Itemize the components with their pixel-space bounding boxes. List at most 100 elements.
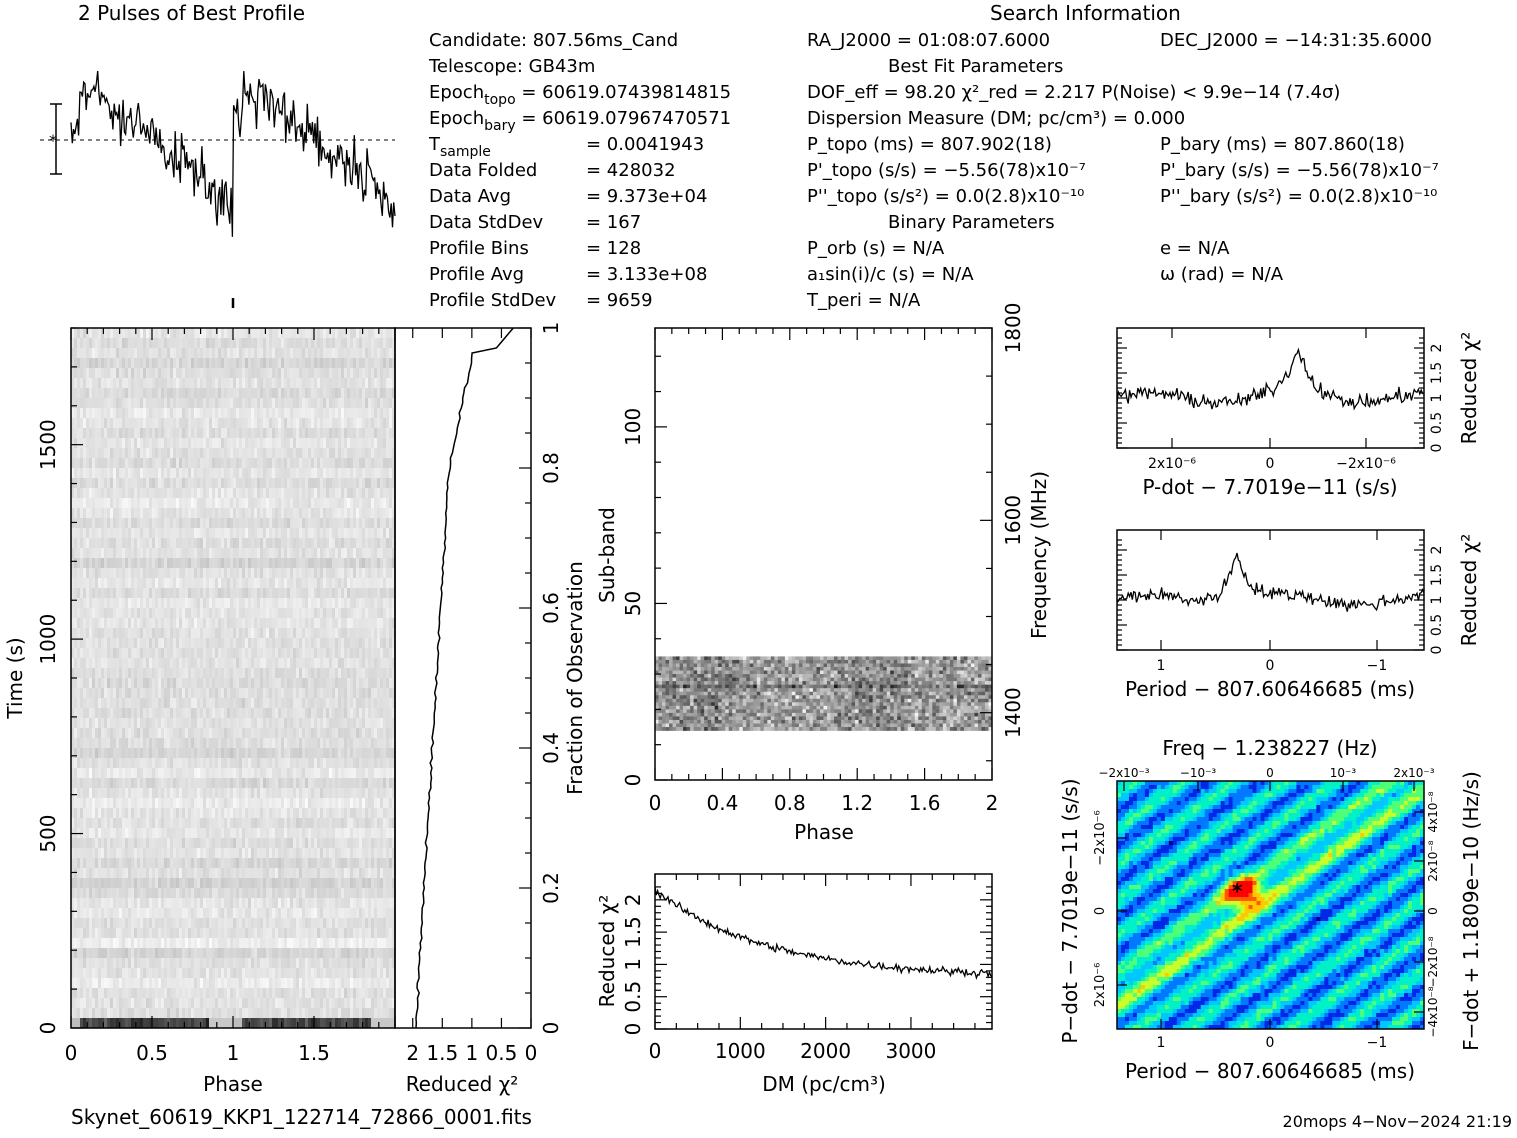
time-phase-cell [311, 778, 314, 788]
time-phase-cell [152, 768, 155, 778]
time-phase-cell [368, 708, 371, 718]
time-phase-cell [269, 468, 272, 478]
time-phase-cell [98, 538, 101, 548]
time-phase-cell [248, 548, 251, 558]
time-phase-cell [203, 358, 206, 368]
time-phase-cell [101, 378, 104, 388]
time-phase-cell [236, 598, 239, 608]
time-phase-cell [194, 568, 197, 578]
time-phase-cell [278, 468, 281, 478]
time-phase-cell [335, 738, 338, 748]
time-phase-cell [194, 418, 197, 428]
time-phase-cell [89, 548, 92, 558]
time-phase-cell [83, 458, 86, 468]
time-phase-cell [176, 408, 179, 418]
time-phase-cell [74, 468, 77, 478]
time-phase-cell [260, 508, 263, 518]
time-phase-cell [173, 548, 176, 558]
time-phase-cell [233, 418, 236, 428]
time-phase-cell [101, 738, 104, 748]
time-phase-cell [170, 388, 173, 398]
time-phase-cell [326, 598, 329, 608]
time-phase-cell [134, 768, 137, 778]
time-phase-cell [140, 408, 143, 418]
time-phase-cell [152, 728, 155, 738]
time-phase-cell [83, 678, 86, 688]
time-phase-cell [368, 558, 371, 568]
time-phase-cell [299, 538, 302, 548]
time-phase-cell [170, 678, 173, 688]
time-phase-cell [209, 718, 212, 728]
time-phase-cell [125, 698, 128, 708]
time-phase-cell [173, 748, 176, 758]
time-phase-cell [323, 338, 326, 348]
time-phase-cell [137, 648, 140, 658]
time-phase-cell [380, 498, 383, 508]
time-phase-cell [212, 718, 215, 728]
time-phase-cell [266, 748, 269, 758]
time-phase-cell [194, 608, 197, 618]
time-phase-cell [230, 578, 233, 588]
time-phase-cell [278, 548, 281, 558]
time-phase-cell [80, 558, 83, 568]
time-phase-cell [98, 708, 101, 718]
time-phase-cell [155, 408, 158, 418]
time-phase-cell [95, 578, 98, 588]
time-phase-cell [344, 368, 347, 378]
time-phase-cell [194, 778, 197, 788]
time-phase-cell [233, 748, 236, 758]
time-phase-cell [332, 658, 335, 668]
time-phase-cell [131, 448, 134, 458]
time-phase-cell [143, 748, 146, 758]
time-phase-cell [386, 618, 389, 628]
time-phase-cell [227, 768, 230, 778]
time-phase-cell [335, 648, 338, 658]
time-phase-cell [182, 458, 185, 468]
time-phase-cell [110, 488, 113, 498]
time-phase-cell [278, 368, 281, 378]
time-phase-cell [158, 598, 161, 608]
time-phase-cell [263, 598, 266, 608]
time-phase-cell [137, 688, 140, 698]
info-pd-bary: P'_bary (s/s) = −5.56(78)x10⁻⁷ [1160, 160, 1439, 181]
time-phase-cell [128, 508, 131, 518]
time-phase-cell [98, 568, 101, 578]
time-phase-cell [113, 428, 116, 438]
time-phase-cell [281, 758, 284, 768]
time-phase-cell [338, 438, 341, 448]
time-phase-cell [206, 628, 209, 638]
time-phase-cell [323, 528, 326, 538]
time-phase-cell [338, 358, 341, 368]
time-phase-cell [380, 398, 383, 408]
time-phase-cell [338, 498, 341, 508]
time-phase-cell [215, 388, 218, 398]
time-phase-cell [188, 768, 191, 778]
time-phase-cell [77, 418, 80, 428]
time-phase-cell [302, 518, 305, 528]
time-phase-cell [341, 368, 344, 378]
time-phase-cell [170, 728, 173, 738]
time-phase-cell [134, 508, 137, 518]
time-phase-cell [188, 368, 191, 378]
time-phase-cell [185, 628, 188, 638]
time-phase-cell [299, 748, 302, 758]
time-phase-cell [359, 378, 362, 388]
time-phase-cell [248, 668, 251, 678]
info-telescope: Telescope: GB43m [428, 56, 595, 77]
time-phase-cell [296, 388, 299, 398]
time-phase-cell [227, 598, 230, 608]
time-phase-cell [215, 488, 218, 498]
time-phase-cell [281, 468, 284, 478]
time-phase-cell [173, 328, 176, 338]
time-phase-cell [77, 518, 80, 528]
time-phase-cell [209, 778, 212, 788]
time-phase-cell [371, 398, 374, 408]
info-data-avg-value: = 9.373e+04 [586, 186, 707, 207]
time-phase-cell [236, 518, 239, 528]
time-phase-cell [149, 658, 152, 668]
time-phase-cell [146, 478, 149, 488]
time-phase-cell [374, 408, 377, 418]
time-phase-cell [266, 568, 269, 578]
time-phase-cell [320, 448, 323, 458]
time-phase-cell [278, 608, 281, 618]
